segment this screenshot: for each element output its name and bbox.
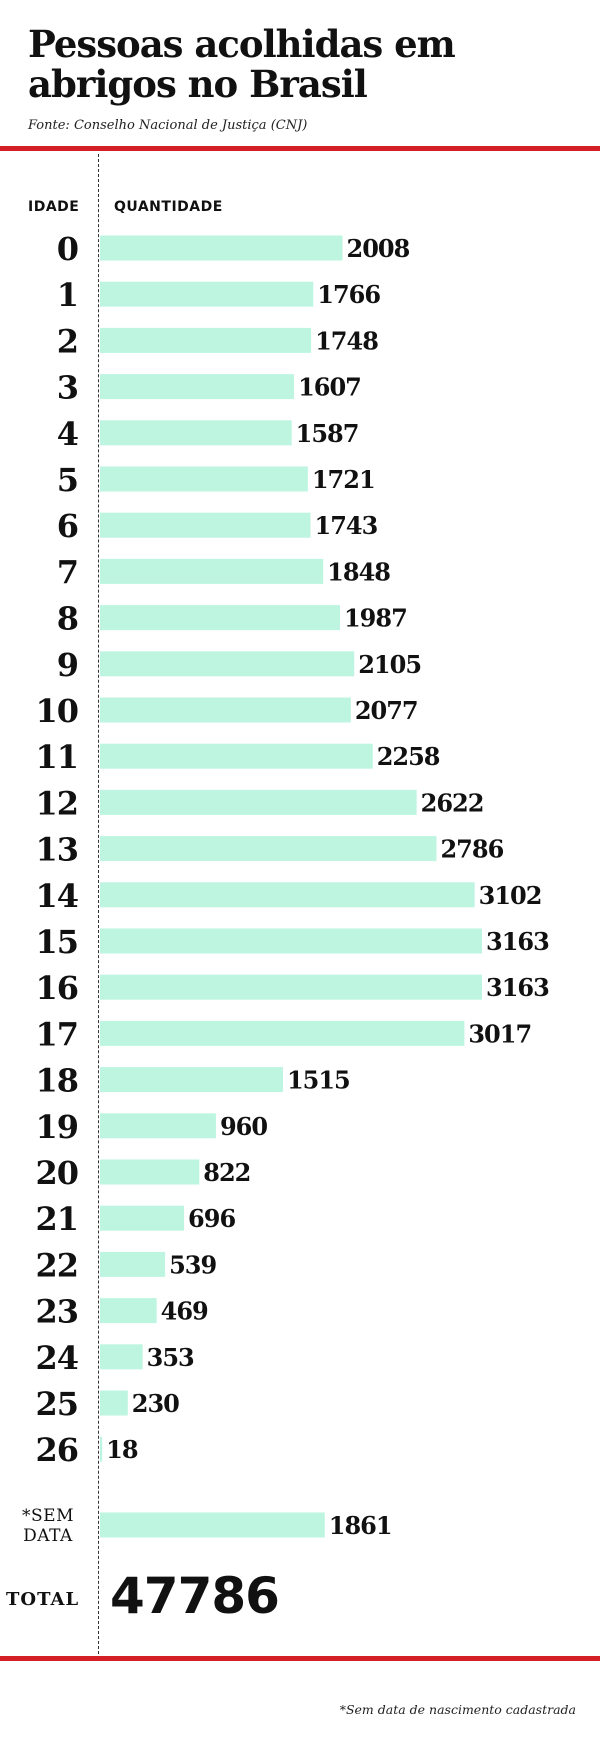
bottom-divider: [0, 1656, 600, 1661]
bar-22: [100, 1251, 166, 1277]
category-label-0: 0: [57, 230, 78, 268]
bar-6: [100, 512, 311, 538]
bar-chart: 2008017661174821607315874172151743618487…: [22, 230, 550, 1546]
category-label-11: 11: [35, 738, 78, 776]
value-label-22: 539: [169, 1250, 216, 1279]
value-label-14: 3102: [479, 881, 542, 910]
category-label-20: 20: [35, 1154, 78, 1192]
y-axis-header: IDADE: [28, 199, 80, 215]
category-label-13: 13: [35, 831, 78, 869]
category-label-21: 21: [35, 1200, 78, 1238]
value-label-16: 3163: [486, 973, 549, 1002]
value-label-17: 3017: [468, 1019, 531, 1048]
value-label-19: 960: [220, 1112, 267, 1141]
bar-17: [100, 1020, 465, 1046]
category-label-2: 2: [57, 322, 78, 360]
category-label-3: 3: [57, 369, 78, 407]
bar-9: [100, 651, 355, 677]
bar-3: [100, 374, 295, 400]
bar-1: [100, 281, 314, 307]
axis-dashed-line: [98, 154, 99, 1654]
category-label-23: 23: [35, 1293, 78, 1331]
x-axis-header: QUANTIDADE: [114, 199, 223, 215]
value-label-10: 2077: [355, 696, 418, 725]
value-label-20: 822: [203, 1158, 250, 1187]
category-label-27-1: DATA: [23, 1526, 73, 1546]
bar-25: [100, 1390, 128, 1416]
value-label-18: 1515: [287, 1066, 350, 1095]
category-label-17: 17: [35, 1015, 78, 1053]
bar-4: [100, 420, 292, 446]
value-label-12: 2622: [421, 788, 484, 817]
value-label-23: 469: [161, 1297, 208, 1326]
total-label: TOTAL: [6, 1589, 80, 1610]
category-label-14: 14: [35, 877, 78, 915]
bar-20: [100, 1159, 200, 1185]
value-label-6: 1743: [315, 511, 378, 540]
bar-10: [100, 697, 351, 723]
bar-23: [100, 1298, 157, 1324]
value-label-3: 1607: [298, 373, 361, 402]
title-line-2: abrigos no Brasil: [28, 62, 368, 106]
value-label-13: 2786: [440, 835, 503, 864]
value-label-24: 353: [147, 1343, 194, 1372]
category-label-5: 5: [57, 461, 78, 499]
value-label-26: 18: [106, 1435, 138, 1464]
category-label-1: 1: [57, 276, 78, 314]
bar-18: [100, 1067, 283, 1093]
category-label-19: 19: [35, 1108, 78, 1146]
category-label-6: 6: [57, 507, 78, 545]
value-label-1: 1766: [317, 280, 380, 309]
category-label-12: 12: [35, 784, 78, 822]
bar-11: [100, 743, 373, 769]
value-label-0: 2008: [347, 234, 410, 263]
value-label-15: 3163: [486, 927, 549, 956]
bar-7: [100, 558, 324, 584]
category-label-25: 25: [35, 1385, 78, 1423]
bar-24: [100, 1344, 143, 1370]
bar-2: [100, 327, 312, 353]
bar-14: [100, 882, 475, 908]
source-note: Fonte: Conselho Nacional de Justiça (CNJ…: [28, 118, 308, 133]
bar-5: [100, 466, 308, 492]
bar-21: [100, 1205, 185, 1231]
bar-15: [100, 928, 482, 954]
category-label-27-0: *SEM: [22, 1506, 74, 1526]
category-label-22: 22: [35, 1246, 78, 1284]
value-label-25: 230: [132, 1389, 179, 1418]
bar-0: [100, 235, 343, 261]
value-label-5: 1721: [312, 465, 375, 494]
value-label-2: 1748: [315, 326, 378, 355]
chart-title: Pessoas acolhidas em abrigos no Brasil: [28, 22, 456, 106]
category-label-7: 7: [57, 553, 78, 591]
category-label-9: 9: [57, 646, 78, 684]
category-label-15: 15: [35, 923, 78, 961]
category-label-10: 10: [35, 692, 78, 730]
value-label-27: 1861: [329, 1511, 392, 1540]
bar-27: [100, 1512, 325, 1538]
value-label-8: 1987: [344, 604, 407, 633]
category-label-8: 8: [57, 600, 78, 638]
bar-26: [100, 1436, 103, 1462]
category-label-26: 26: [35, 1431, 78, 1469]
bar-13: [100, 836, 437, 862]
category-label-16: 16: [35, 969, 78, 1007]
value-label-11: 2258: [377, 742, 440, 771]
bar-12: [100, 789, 417, 815]
bar-8: [100, 605, 340, 631]
total-value: 47786: [110, 1567, 280, 1625]
category-label-18: 18: [35, 1062, 78, 1100]
top-divider: [0, 146, 600, 151]
category-label-24: 24: [35, 1339, 78, 1377]
value-label-9: 2105: [358, 650, 421, 679]
value-label-21: 696: [188, 1204, 235, 1233]
value-label-7: 1848: [327, 557, 390, 586]
bar-19: [100, 1113, 216, 1139]
category-label-4: 4: [57, 415, 78, 453]
value-label-4: 1587: [296, 419, 359, 448]
title-line-1: Pessoas acolhidas em: [28, 22, 456, 66]
footnote: *Sem data de nascimento cadastrada: [339, 1702, 576, 1717]
bar-16: [100, 974, 482, 1000]
